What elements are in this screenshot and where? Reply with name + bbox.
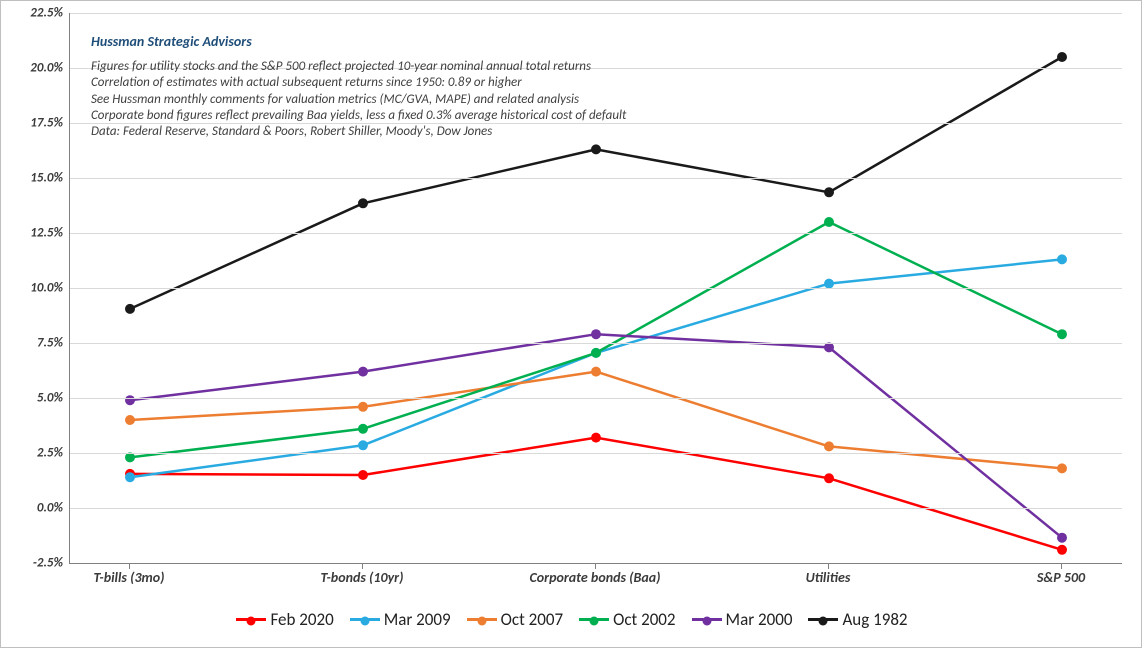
legend-marker-icon [590, 617, 599, 626]
series-marker [358, 424, 368, 434]
legend-item: Feb 2020 [236, 609, 333, 630]
legend-swatch [236, 618, 266, 621]
series-marker [358, 470, 368, 480]
y-tick-label: 2.5% [7, 446, 63, 461]
y-tick-label: 0.0% [7, 501, 63, 516]
gridline [70, 13, 1122, 14]
legend-label: Mar 2000 [726, 609, 793, 630]
y-tick-label: 10.0% [7, 281, 63, 296]
legend-item: Aug 1982 [808, 609, 907, 630]
annotation-body: Figures for utility stocks and the S&P 5… [91, 59, 626, 140]
y-tick-label: 17.5% [7, 116, 63, 131]
gridline [70, 453, 1122, 454]
series-marker [125, 415, 135, 425]
legend-marker-icon [819, 617, 828, 626]
series-marker [591, 348, 601, 358]
series-marker [125, 304, 135, 314]
series-marker [125, 395, 135, 405]
y-tick-label: 15.0% [7, 171, 63, 186]
legend-label: Mar 2009 [384, 609, 451, 630]
gridline [70, 398, 1122, 399]
gridline [70, 233, 1122, 234]
series-marker [1057, 329, 1067, 339]
gridline [70, 508, 1122, 509]
series-marker [824, 187, 834, 197]
series-marker [358, 402, 368, 412]
legend-marker-icon [477, 617, 486, 626]
legend-item: Mar 2000 [692, 609, 793, 630]
legend-label: Aug 1982 [842, 609, 907, 630]
legend-item: Oct 2002 [579, 609, 675, 630]
gridline [70, 288, 1122, 289]
series-marker [358, 198, 368, 208]
legend-label: Feb 2020 [270, 609, 333, 630]
x-tick-label: S&P 500 [1037, 569, 1085, 586]
legend-marker-icon [360, 617, 369, 626]
y-tick-label: 12.5% [7, 226, 63, 241]
x-tick-label: Corporate bonds (Baa) [529, 569, 660, 586]
series-marker [125, 472, 135, 482]
series-marker [824, 217, 834, 227]
series-marker [358, 367, 368, 377]
legend-item: Mar 2009 [350, 609, 451, 630]
y-tick-label: 5.0% [7, 391, 63, 406]
legend-marker-icon [702, 617, 711, 626]
series-marker [358, 440, 368, 450]
legend: Feb 2020 Mar 2009 Oct 2007 Oct 2002 Mar 2000… [1, 605, 1142, 630]
legend-label: Oct 2002 [613, 609, 675, 630]
legend-swatch [579, 618, 609, 621]
series-marker [591, 144, 601, 154]
legend-swatch [350, 618, 380, 621]
y-tick-label: -2.5% [7, 556, 63, 571]
series-marker [1057, 52, 1067, 62]
legend-swatch [692, 618, 722, 621]
y-tick-label: 7.5% [7, 336, 63, 351]
legend-item: Oct 2007 [467, 609, 563, 630]
legend-label: Oct 2007 [501, 609, 563, 630]
series-marker [1057, 463, 1067, 473]
series-marker [591, 367, 601, 377]
x-tick-label: T-bills (3mo) [93, 569, 164, 586]
series-marker [824, 441, 834, 451]
gridline [70, 343, 1122, 344]
y-tick-label: 20.0% [7, 61, 63, 76]
annotation-title: Hussman Strategic Advisors [91, 33, 252, 50]
legend-marker-icon [247, 617, 256, 626]
x-tick-label: Utilities [806, 569, 851, 586]
series-marker [1057, 533, 1067, 543]
y-tick-label: 22.5% [7, 6, 63, 21]
series-marker [1057, 254, 1067, 264]
series-marker [1057, 545, 1067, 555]
legend-swatch [467, 618, 497, 621]
series-marker [824, 473, 834, 483]
series-marker [591, 433, 601, 443]
legend-swatch [808, 618, 838, 621]
x-tick-label: T-bonds (10yr) [321, 569, 404, 586]
gridline [70, 178, 1122, 179]
chart-container: Hussman Strategic Advisors Figures for u… [0, 0, 1142, 648]
series-marker [591, 329, 601, 339]
